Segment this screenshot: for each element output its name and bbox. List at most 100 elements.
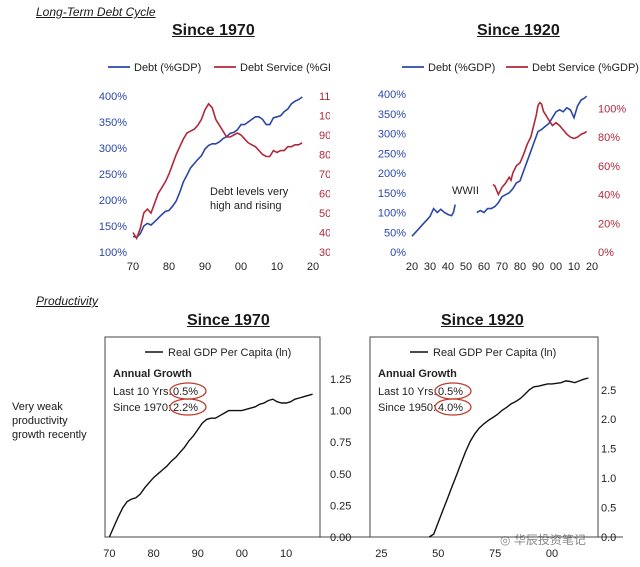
chart-3-title: Since 1970	[187, 312, 270, 329]
right-tick-label: 30%	[319, 247, 330, 259]
highlight-circle	[434, 398, 472, 416]
left-tick-label: 400%	[378, 89, 406, 101]
x-tick-label: 90	[532, 261, 544, 273]
right-tick-label: 60%	[598, 161, 620, 173]
right-tick-label: 110%	[319, 91, 330, 103]
x-tick-label: 50	[432, 548, 444, 560]
chart-debt-since-1920: Debt (%GDP) Debt Service (%GDP)0%50%100%1…	[378, 62, 639, 273]
plot-frame	[369, 336, 599, 538]
right-tick-label: 2.0	[601, 414, 616, 426]
left-tick-label: 350%	[99, 117, 127, 129]
series-debt-line	[132, 96, 303, 239]
annual-growth-row-value: 4.0%	[438, 402, 463, 414]
chart-annotation: WWII	[452, 185, 479, 197]
right-tick-label: 1.00	[330, 406, 351, 418]
right-tick-label: 100%	[598, 103, 626, 115]
right-tick-label: 50%	[319, 208, 330, 220]
side-note: Very weak productivity growth recently	[12, 400, 87, 442]
right-tick-label: 60%	[319, 189, 330, 201]
right-tick-label: 1.25	[330, 374, 351, 386]
x-tick-label: 10	[280, 548, 292, 560]
x-tick-label: 80	[514, 261, 526, 273]
right-tick-label: 0.50	[330, 469, 351, 481]
x-tick-label: 40	[442, 261, 454, 273]
right-tick-label: 100%	[319, 111, 330, 123]
x-tick-label: 00	[235, 261, 247, 273]
right-tick-label: 80%	[319, 150, 330, 162]
left-tick-label: 350%	[378, 109, 406, 121]
annual-growth-row-value: 0.5%	[173, 386, 198, 398]
series-debt-line-segment-2	[476, 95, 588, 214]
x-tick-label: 10	[568, 261, 580, 273]
left-tick-label: 0%	[390, 247, 406, 259]
side-note-line: growth recently	[12, 429, 87, 441]
wechat-icon: ◎	[500, 533, 514, 547]
left-tick-label: 250%	[99, 169, 127, 181]
left-tick-label: 150%	[99, 221, 127, 233]
x-tick-label: 90	[192, 548, 204, 560]
legend-gdp-label: Real GDP Per Capita (ln)	[168, 347, 291, 359]
right-tick-label: 0.75	[330, 437, 351, 449]
section-title-productivity: Productivity	[36, 294, 99, 308]
chart-annotation: high and rising	[210, 200, 282, 212]
annual-growth-row-label: Last 10 Yrs:	[113, 386, 172, 398]
annual-growth-row-value: 0.5%	[438, 386, 463, 398]
legend-gdp-label: Real GDP Per Capita (ln)	[433, 347, 556, 359]
section-title-debt-cycle: Long-Term Debt Cycle	[36, 5, 156, 19]
annual-growth-row-label: Since 1950:	[378, 402, 436, 414]
right-tick-label: 40%	[319, 228, 330, 240]
left-tick-label: 100%	[378, 208, 406, 220]
series-debt-service-line	[492, 101, 588, 197]
legend-debt-label: Debt (%GDP)	[428, 62, 495, 74]
chart-2-title: Since 1920	[477, 22, 560, 39]
x-tick-label: 80	[163, 261, 175, 273]
series-gdp-line	[108, 393, 313, 538]
chart-annotation: Debt levels very	[210, 186, 289, 198]
series-gdp-line	[428, 377, 589, 538]
annual-growth-heading: Annual Growth	[378, 368, 457, 380]
right-tick-label: 0.0	[601, 532, 616, 544]
left-tick-label: 100%	[99, 247, 127, 259]
x-tick-label: 70	[496, 261, 508, 273]
right-tick-label: 20%	[598, 218, 620, 230]
x-tick-label: 60	[478, 261, 490, 273]
right-tick-label: 70%	[319, 169, 330, 181]
annual-growth-row-value: 2.2%	[173, 402, 198, 414]
chart-gdp-since-1920: Real GDP Per Capita (ln) Annual Growth Las…	[369, 336, 623, 560]
x-tick-label: 80	[147, 548, 159, 560]
legend-debt-service-label: Debt Service (%GDP)	[532, 62, 639, 74]
left-tick-label: 200%	[378, 168, 406, 180]
x-tick-label: 20	[586, 261, 598, 273]
x-tick-label: 25	[375, 548, 387, 560]
left-tick-label: 200%	[99, 195, 127, 207]
highlight-circle	[169, 398, 207, 416]
series-debt-line-segment-1	[411, 204, 456, 237]
right-tick-label: 40%	[598, 190, 620, 202]
side-note-line: Very weak	[12, 401, 63, 413]
annual-growth-heading: Annual Growth	[113, 368, 192, 380]
chart-gdp-since-1970: Real GDP Per Capita (ln) Annual Growth Las…	[103, 336, 370, 560]
x-tick-label: 20	[406, 261, 418, 273]
left-tick-label: 300%	[378, 129, 406, 141]
x-tick-label: 75	[489, 548, 501, 560]
x-tick-label: 00	[550, 261, 562, 273]
plot-frame	[104, 336, 321, 538]
annual-growth-row-label: Last 10 Yrs:	[378, 386, 437, 398]
left-tick-label: 250%	[378, 148, 406, 160]
left-tick-label: 50%	[384, 227, 406, 239]
x-tick-label: 50	[460, 261, 472, 273]
x-tick-label: 10	[271, 261, 283, 273]
right-tick-label: 0.5	[601, 503, 616, 515]
right-tick-label: 1.5	[601, 444, 616, 456]
series-debt-service-line	[132, 102, 303, 241]
left-tick-label: 400%	[99, 91, 127, 103]
right-tick-label: 80%	[598, 132, 620, 144]
legend-debt-service-label: Debt Service (%GDP)	[240, 62, 330, 74]
x-tick-label: 30	[424, 261, 436, 273]
chart-debt-since-1970: Debt (%GDP) Debt Service (%GDP) 100% 150% 20…	[99, 62, 330, 273]
x-tick-label: 20	[307, 261, 319, 273]
x-tick-label: 70	[127, 261, 139, 273]
annual-growth-row-label: Since 1970:	[113, 402, 171, 414]
right-tick-label: 90%	[319, 130, 330, 142]
right-tick-label: 0%	[598, 247, 614, 259]
